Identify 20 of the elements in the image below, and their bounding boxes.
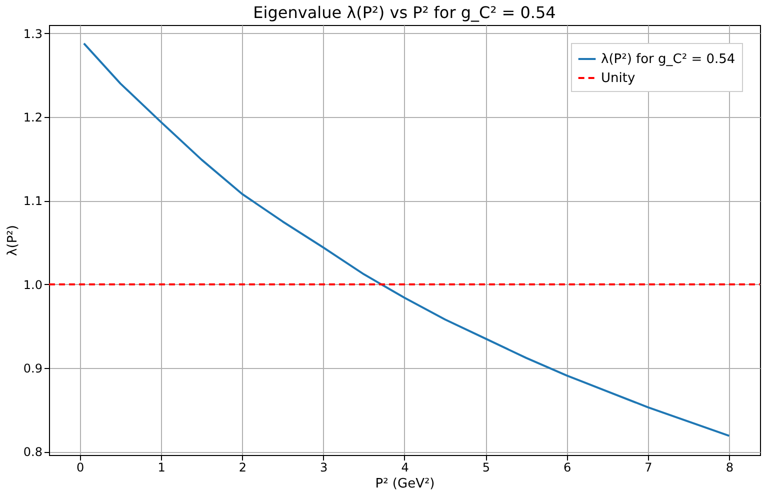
y-tick-label: 1.2 — [23, 110, 42, 125]
x-tick-label: 5 — [482, 460, 490, 474]
y-axis-title: λ(P²) — [5, 225, 20, 256]
y-tick-label: 1.0 — [23, 278, 42, 292]
chart-title: Eigenvalue λ(P²) vs P² for g_C² = 0.54 — [253, 3, 556, 22]
legend-label: Unity — [601, 71, 636, 86]
y-tick-label: 0.8 — [23, 445, 42, 460]
y-tick-label: 0.9 — [23, 361, 42, 376]
x-axis-title: P² (GeV²) — [375, 476, 435, 492]
x-tick-label: 7 — [644, 460, 652, 474]
x-tick-label: 8 — [726, 460, 734, 474]
x-tick-label: 0 — [76, 460, 84, 474]
y-tick-label: 1.1 — [23, 194, 42, 208]
x-tick-label: 4 — [401, 460, 409, 474]
x-tick-label: 1 — [158, 460, 166, 474]
x-tick-label: 6 — [564, 460, 572, 474]
x-tick-label: 3 — [320, 460, 328, 474]
legend-label: λ(P²) for g_C² = 0.54 — [601, 52, 736, 67]
x-tick-label: 2 — [238, 460, 246, 474]
y-tick-label: 1.3 — [23, 26, 42, 41]
